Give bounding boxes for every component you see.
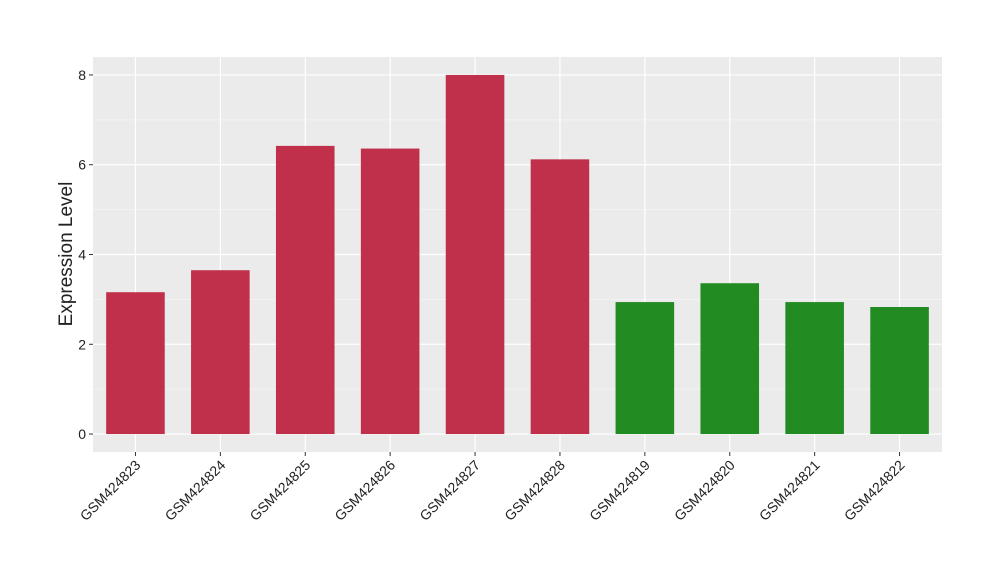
x-tick-label: GSM424824 (162, 457, 229, 524)
bar (445, 74, 505, 435)
y-tick-label: 2 (78, 336, 86, 352)
bar (700, 283, 760, 435)
bar (615, 302, 675, 435)
x-tick-label: GSM424826 (331, 457, 398, 524)
bar (360, 148, 420, 435)
x-tick-label: GSM424821 (756, 457, 823, 524)
x-tick-label: GSM424823 (77, 457, 144, 524)
x-tick-label: GSM424828 (501, 457, 568, 524)
x-tick-label: GSM424822 (841, 457, 908, 524)
bar (106, 292, 165, 435)
x-tick-label: GSM424825 (246, 457, 313, 524)
bar (785, 302, 844, 435)
y-tick-label: 8 (78, 67, 86, 83)
bar (191, 270, 250, 435)
bar (530, 159, 590, 435)
x-tick-label: GSM424819 (586, 457, 653, 524)
x-tick-label: GSM424827 (416, 457, 483, 524)
y-tick-label: 4 (78, 247, 86, 263)
bar (275, 145, 335, 435)
x-tick-label: GSM424820 (671, 457, 738, 524)
y-tick-label: 6 (78, 157, 86, 173)
bar (870, 307, 929, 435)
y-axis-label: Expression Level (56, 182, 77, 327)
y-tick-label: 0 (78, 426, 86, 442)
